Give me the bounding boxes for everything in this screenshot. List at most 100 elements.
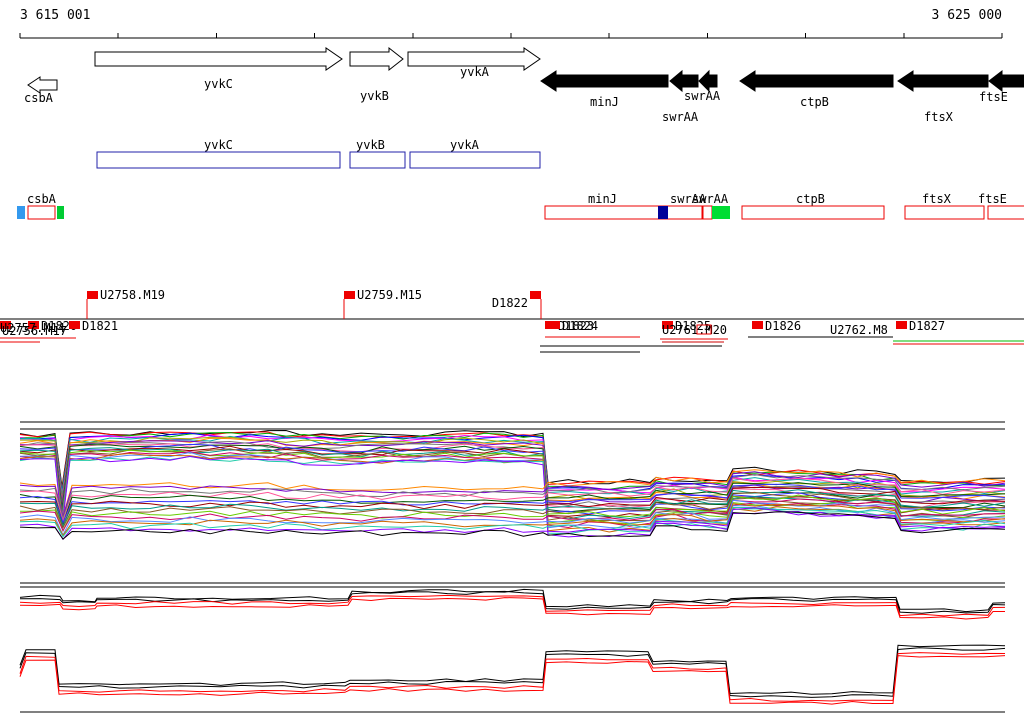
- segment-label-U2762.M8: U2762.M8: [830, 323, 888, 337]
- cds-label-yvkB: yvkB: [356, 138, 385, 152]
- feature-box-ctpB[interactable]: [741, 205, 885, 220]
- segment-flag-D1820[interactable]: [28, 321, 39, 329]
- segment-flag-D1826[interactable]: [752, 321, 763, 329]
- segment-flag-D1822[interactable]: [530, 291, 541, 299]
- gene-label-swrAA: swrAA: [662, 110, 699, 124]
- navy-marker[interactable]: [658, 206, 668, 219]
- segment-label-D1821: D1821: [82, 319, 118, 333]
- expression-line: [19, 477, 1006, 523]
- expression-line: [19, 486, 1006, 528]
- gene-arrow-swrAA[interactable]: [669, 69, 699, 93]
- gene-label-swrAA: swrAA: [684, 89, 721, 103]
- segment-flag-U2758.M19[interactable]: [87, 291, 98, 299]
- feature-label-ftsE: ftsE: [978, 192, 1007, 206]
- feature-box-csbA[interactable]: [27, 205, 56, 220]
- expression-line: [20, 440, 1006, 505]
- expression-line: [19, 483, 1006, 524]
- segment-flag-D1827[interactable]: [896, 321, 907, 329]
- segment-label-D1827: D1827: [909, 319, 945, 333]
- segment-label-D1820: D1820: [41, 319, 77, 333]
- segment-label-U2757.M14: U2757.M14: [0, 321, 65, 335]
- expression-line: [19, 437, 1006, 502]
- expression-track-3: [19, 644, 1006, 713]
- gene-arrow-minJ[interactable]: [540, 70, 669, 92]
- gene-arrow-csbA[interactable]: [27, 76, 58, 94]
- expression-track-2: [19, 582, 1006, 620]
- green-marker-1[interactable]: [57, 206, 64, 219]
- cds-box-yvkA[interactable]: [409, 151, 541, 169]
- expression-line: [19, 652, 1006, 702]
- expression-line: [19, 647, 1006, 698]
- expression-line: [19, 491, 1006, 530]
- gene-label-ctpB: ctpB: [800, 95, 829, 109]
- feature-label-csbA: csbA: [27, 192, 57, 206]
- gene-arrow-swrAA[interactable]: [698, 69, 718, 93]
- gene-label-yvkA: yvkA: [460, 65, 490, 79]
- expression-line: [19, 644, 1006, 695]
- expression-line: [19, 597, 1005, 620]
- expression-line: [19, 432, 1006, 491]
- expression-line: [19, 507, 1006, 538]
- gene-arrow-yvkA[interactable]: [407, 47, 541, 71]
- feature-label-swrAA: swrAA: [670, 192, 707, 206]
- segment-label-U2756.M17: U2756.M17: [2, 324, 67, 338]
- gene-arrow-yvkC[interactable]: [94, 47, 343, 71]
- segment-label-D1822: D1822: [492, 296, 528, 310]
- segment-flag-U2759.M15[interactable]: [344, 291, 355, 299]
- ruler: [19, 33, 1003, 39]
- ruler-start-coordinate: 3 615 001: [20, 8, 91, 23]
- feature-box-ftsX[interactable]: [904, 205, 985, 220]
- segment-flag-unnamed[interactable]: [0, 321, 11, 329]
- cds-box-yvkC[interactable]: [96, 151, 341, 169]
- gene-label-minJ: minJ: [590, 95, 619, 109]
- expression-line: [19, 588, 1006, 613]
- segment-label-D1824: D1824: [562, 319, 598, 333]
- segment-label-D1826: D1826: [765, 319, 801, 333]
- expression-line: [19, 482, 1006, 526]
- feature-label-ftsX: ftsX: [922, 192, 952, 206]
- expression-line: [19, 489, 1006, 528]
- feature-box-unnamed[interactable]: [702, 205, 713, 220]
- cds-label-yvkC: yvkC: [204, 138, 233, 152]
- expression-line: [19, 451, 1006, 529]
- segment-flag-D1821[interactable]: [69, 321, 80, 329]
- expression-line: [19, 443, 1006, 515]
- ruler-end-coordinate: 3 625 000: [931, 8, 1002, 23]
- expression-line: [19, 594, 1006, 617]
- segment-label-U2759.M15: U2759.M15: [357, 288, 422, 302]
- expression-line: [19, 474, 1006, 520]
- feature-label-swrAA: swrAA: [692, 192, 729, 206]
- expression-line: [19, 655, 1006, 705]
- gene-track: csbA yvkC yvkB yvkA minJ swrAA swrAA ctpB ftsX ft…: [24, 46, 1024, 124]
- feature-box-minJ[interactable]: [544, 205, 703, 220]
- green-marker-2[interactable]: [712, 206, 730, 219]
- expression-all-conditions: [19, 421, 1006, 541]
- segment-label-D1823: D1823: [558, 319, 594, 333]
- cds-track: yvkC yvkB yvkA: [96, 138, 541, 169]
- expression-line: [19, 451, 1006, 529]
- blue-marker[interactable]: [17, 206, 25, 219]
- expression-line: [19, 444, 1006, 513]
- feature-box-ftsE[interactable]: [987, 205, 1024, 220]
- segment-flag-D1825[interactable]: [662, 321, 673, 329]
- expression-line: [19, 471, 1006, 519]
- expression-line: [19, 469, 1006, 519]
- gene-arrow-ftsE[interactable]: [988, 69, 1024, 93]
- gene-arrow-yvkB[interactable]: [349, 46, 404, 72]
- cds-label-yvkA: yvkA: [450, 138, 480, 152]
- gene-label-yvkC: yvkC: [204, 77, 233, 91]
- segment-extra-rect: [696, 324, 712, 335]
- gene-label-yvkB: yvkB: [360, 89, 389, 103]
- gene-arrow-ftsX[interactable]: [897, 70, 989, 92]
- expression-line: [19, 499, 1006, 536]
- expression-line: [19, 590, 1006, 614]
- segment-flag-D1824[interactable]: [549, 321, 560, 329]
- expression-line: [19, 443, 1006, 508]
- cds-box-yvkB[interactable]: [349, 151, 406, 169]
- gene-arrow-ctpB[interactable]: [739, 70, 894, 92]
- expression-line: [19, 507, 1006, 541]
